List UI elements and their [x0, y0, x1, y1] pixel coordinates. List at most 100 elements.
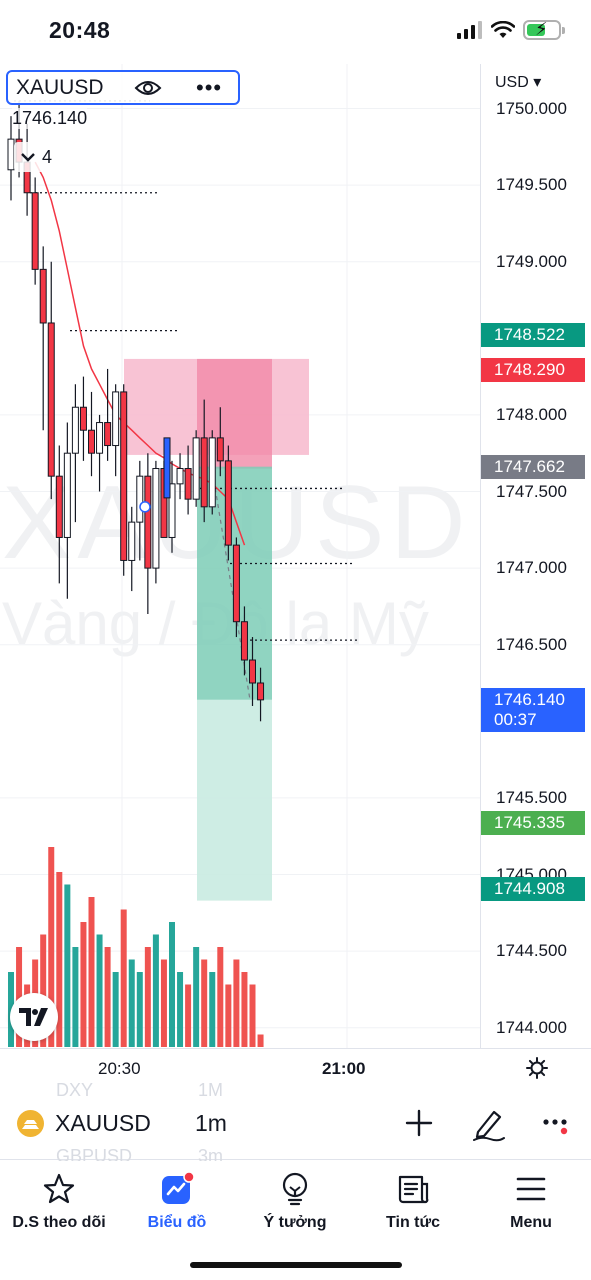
status-icons: ⚡	[457, 19, 565, 40]
chevron-down-icon	[21, 153, 35, 162]
volume-bar	[233, 959, 240, 1047]
candle-body	[224, 460, 232, 546]
signal-icon	[457, 21, 482, 39]
candle-body	[144, 475, 152, 569]
tab-chart[interactable]: Biểu đồ	[118, 1171, 236, 1232]
volume-bar	[120, 909, 127, 1047]
price-tag-value: 1744.908	[494, 878, 565, 898]
chart-area[interactable]: XAUUSD, 1 Vàng / Đô la Mỹ XAUUSD ••• 174…	[0, 64, 591, 1088]
volume-bar	[104, 947, 111, 1047]
time-axis[interactable]: 20:30 21:00	[0, 1048, 591, 1088]
candle-body	[104, 422, 112, 447]
symbol-legend[interactable]: XAUUSD •••	[6, 70, 240, 105]
price-tag-value: 1748.290	[494, 360, 565, 380]
indicator-collapse-button[interactable]: 4	[14, 142, 66, 172]
candle-body	[128, 521, 136, 561]
tradingview-logo-icon[interactable]	[10, 993, 58, 1041]
candle-body	[152, 468, 160, 569]
more-options-icon[interactable]	[542, 1116, 572, 1136]
lightbulb-icon	[282, 1172, 308, 1206]
price-tag: 1747.662	[481, 454, 585, 479]
pen-icon[interactable]	[472, 1106, 506, 1142]
candle-body	[249, 659, 256, 684]
gold-icon	[17, 1110, 44, 1137]
news-icon	[398, 1175, 429, 1204]
price-tick-label: 1749.500	[496, 175, 567, 195]
volume-bar	[96, 934, 103, 1047]
wifi-icon	[491, 21, 515, 38]
price-tick-label: 1745.500	[496, 787, 567, 807]
candle-body	[232, 544, 240, 623]
menu-icon	[516, 1177, 546, 1201]
candle-body	[176, 468, 184, 485]
volume-bar	[201, 959, 208, 1047]
plus-icon[interactable]	[404, 1108, 434, 1138]
candle-body	[31, 192, 39, 270]
price-chart[interactable]	[0, 64, 480, 1048]
chart-icon	[162, 1171, 195, 1204]
candle-body	[120, 391, 128, 561]
tab-label: Tin tức	[386, 1214, 440, 1231]
stop-loss-zone	[197, 358, 272, 469]
volume-bar	[160, 959, 167, 1047]
currency-label[interactable]: USD	[495, 74, 529, 91]
volume-bar	[169, 922, 175, 1047]
price-tag: 1744.908	[481, 876, 585, 901]
candle-body	[112, 391, 120, 447]
gear-icon[interactable]	[526, 1057, 548, 1079]
star-icon	[43, 1173, 75, 1204]
volume-bar	[177, 972, 184, 1047]
candle-body	[200, 437, 208, 508]
ghost-interval-above: 1M	[198, 1080, 224, 1100]
legend-symbol[interactable]: XAUUSD	[16, 75, 104, 99]
indicator-count: 4	[42, 146, 53, 167]
selected-candle-body	[163, 437, 171, 499]
position-path-line	[209, 456, 251, 700]
volume-bar	[80, 922, 87, 1047]
price-tick-label: 1748.000	[496, 404, 567, 424]
candle-body	[192, 437, 200, 500]
tab-label: Menu	[510, 1214, 552, 1231]
candle-body	[184, 468, 192, 500]
target-zone	[197, 699, 272, 901]
volume-bar	[185, 984, 192, 1047]
price-tag-value: 1745.335	[494, 813, 565, 833]
interval-select[interactable]: 1m	[195, 1110, 227, 1136]
eye-icon[interactable]	[134, 77, 162, 99]
tab-label: D.S theo dõi	[12, 1214, 106, 1231]
tab-watchlist[interactable]: D.S theo dõi	[0, 1171, 118, 1232]
more-dots-icon[interactable]: •••	[196, 75, 223, 100]
price-tick-label: 1746.500	[496, 634, 567, 654]
tab-menu[interactable]: Menu	[472, 1171, 590, 1232]
time-tick-label: 20:30	[98, 1059, 141, 1078]
price-tag: 1746.140 00:37	[481, 687, 585, 732]
price-tick-label: 1744.000	[496, 1017, 567, 1037]
candle-body	[55, 475, 63, 538]
currency-selector[interactable]: USD ▾	[495, 74, 542, 91]
tab-news[interactable]: Tin tức	[354, 1171, 472, 1232]
symbol-select[interactable]: XAUUSD	[55, 1110, 151, 1136]
candle-body	[96, 422, 104, 454]
volume-bar	[209, 972, 216, 1047]
symbol-toolbar: DXY 1M XAUUSD 1m GBPUSD 3m	[0, 1080, 591, 1166]
candle-body	[47, 322, 55, 477]
tab-label: Biểu đồ	[147, 1214, 207, 1231]
chart-plot[interactable]: XAUUSD, 1 Vàng / Đô la Mỹ XAUUSD ••• 174…	[0, 64, 480, 1048]
price-tag-value: 1746.140	[494, 689, 565, 709]
price-tick-label: 1750.000	[496, 98, 567, 118]
candle-body	[216, 437, 224, 462]
price-tag-value: 1748.522	[494, 324, 565, 344]
candle-body	[71, 406, 79, 454]
candle-body	[168, 483, 176, 538]
candle-body	[79, 406, 87, 431]
price-tick-label: 1749.000	[496, 251, 567, 271]
volume-bar	[225, 984, 232, 1047]
home-indicator	[190, 1262, 402, 1268]
price-axis[interactable]: USD ▾ 1750.000 1749.500 1749.000 1748.000 17…	[480, 64, 591, 1048]
candle-body	[240, 621, 248, 661]
tab-ideas[interactable]: Ý tưởng	[236, 1171, 354, 1232]
status-bar: 20:48 ⚡	[0, 0, 591, 64]
volume-bar	[40, 934, 47, 1047]
volume-bar	[48, 847, 55, 1047]
crosshair-marker	[139, 501, 151, 513]
